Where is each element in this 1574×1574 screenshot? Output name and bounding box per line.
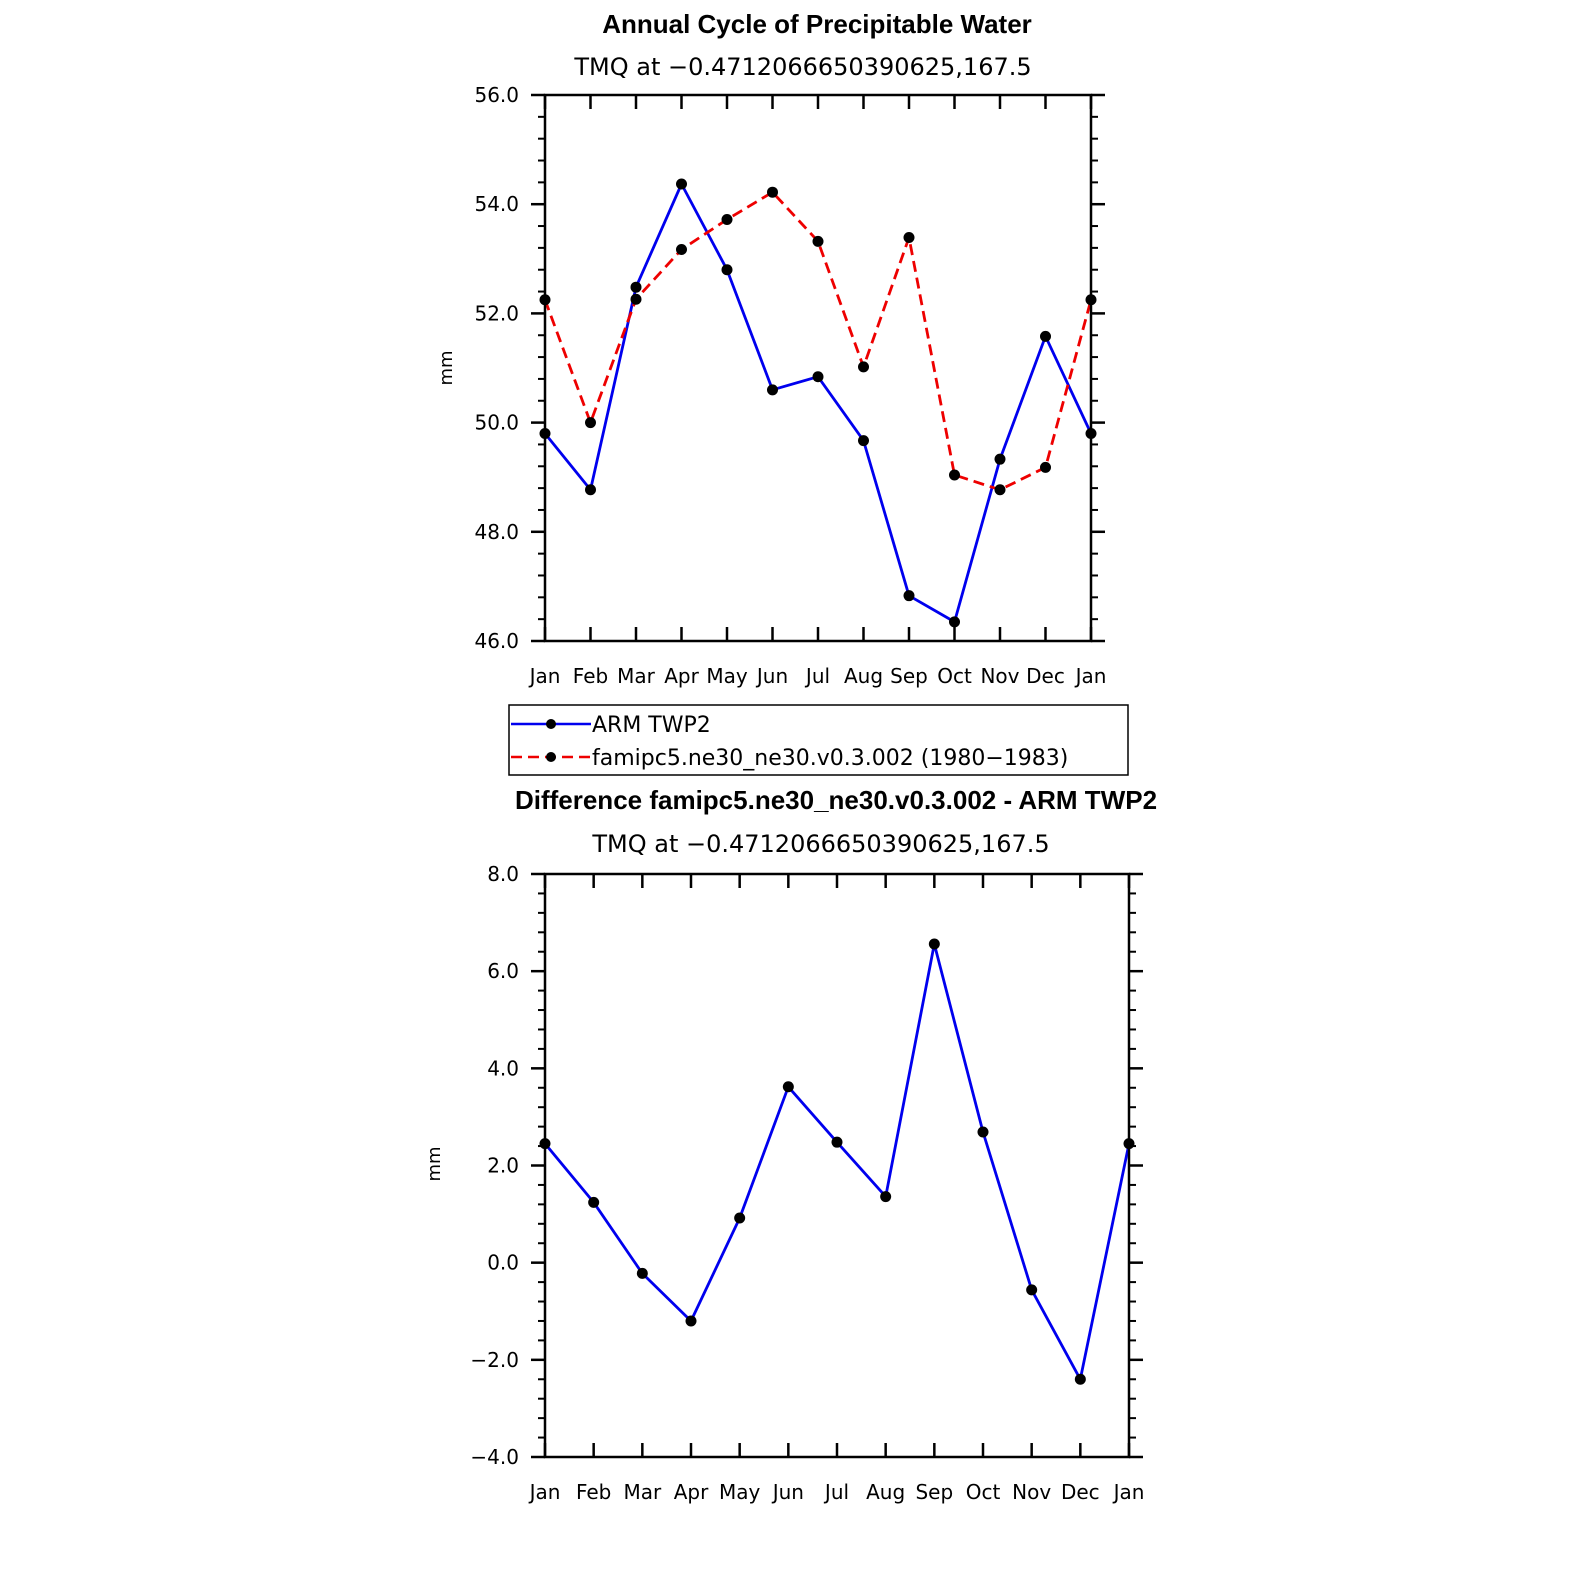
x-tick-label-8: Sep xyxy=(890,664,928,688)
legend-label-famipc5: famipc5.ne30_ne30.v0.3.002 (1980−1983) xyxy=(592,746,1068,771)
data-point-s0-11 xyxy=(1040,330,1051,342)
data-point-s0-5 xyxy=(782,1081,794,1093)
panel-1-subtitle: TMQ at −0.4712066650390625,167.5 xyxy=(573,53,1031,81)
x-tick-label-1: Feb xyxy=(573,664,608,688)
y-tick-label-0: −4.0 xyxy=(470,1445,519,1469)
x-tick-label-1: Feb xyxy=(576,1480,611,1504)
x-tick-label-5: Jun xyxy=(755,664,788,688)
data-point-s0-8 xyxy=(928,938,940,950)
panel-2-subtitle: TMQ at −0.4712066650390625,167.5 xyxy=(591,830,1049,858)
data-point-s0-10 xyxy=(994,453,1006,465)
data-point-s1-3 xyxy=(676,244,687,256)
x-tick-label-12: Jan xyxy=(1112,1480,1145,1504)
data-point-s0-7 xyxy=(880,1191,892,1203)
y-tick-label-3: 2.0 xyxy=(487,1154,519,1178)
data-point-s0-3 xyxy=(676,178,687,190)
data-point-s1-11 xyxy=(1040,461,1051,473)
x-tick-label-10: Nov xyxy=(1012,1480,1051,1504)
y-tick-label-5: 56.0 xyxy=(474,83,519,107)
panel-1-title: Annual Cycle of Precipitable Water xyxy=(602,9,1032,39)
data-point-s0-5 xyxy=(767,384,778,396)
panel-1-y-axis-label: mm xyxy=(436,350,457,385)
panel-2-title: Difference famipc5.ne30_ne30.v0.3.002 - … xyxy=(515,785,1157,815)
legend-entry-famipc5: famipc5.ne30_ne30.v0.3.002 (1980−1983) xyxy=(511,746,1068,771)
data-point-s0-8 xyxy=(903,590,915,602)
panel-2-plot-frame xyxy=(543,872,1131,1459)
x-tick-label-7: Aug xyxy=(866,1480,905,1504)
y-tick-label-4: 4.0 xyxy=(487,1056,519,1080)
data-point-s0-1 xyxy=(585,484,596,496)
data-point-s0-6 xyxy=(812,371,824,383)
x-tick-label-2: Mar xyxy=(617,664,656,688)
x-tick-label-8: Sep xyxy=(915,1480,953,1504)
x-tick-label-0: Jan xyxy=(528,664,561,688)
data-point-s1-9 xyxy=(949,469,960,481)
data-point-s0-10 xyxy=(1026,1284,1038,1296)
y-tick-label-2: 0.0 xyxy=(487,1251,519,1275)
y-tick-label-2: 50.0 xyxy=(474,411,519,435)
data-point-s1-2 xyxy=(630,293,642,305)
panel-annual-cycle: Annual Cycle of Precipitable Water TMQ a… xyxy=(436,9,1106,688)
x-tick-label-11: Dec xyxy=(1026,664,1065,688)
data-point-s0-2 xyxy=(630,281,642,293)
x-tick-label-11: Dec xyxy=(1061,1480,1100,1504)
y-tick-label-3: 52.0 xyxy=(474,301,519,325)
panel-1-plot-frame xyxy=(543,93,1093,643)
x-tick-label-6: Jul xyxy=(823,1480,849,1504)
data-point-s0-4 xyxy=(721,264,733,276)
y-tick-label-4: 54.0 xyxy=(474,192,519,216)
data-point-s1-5 xyxy=(767,186,778,198)
x-tick-label-5: Jun xyxy=(771,1480,804,1504)
panel-1-series xyxy=(539,178,1097,628)
panel-2-y-axis-label: mm xyxy=(424,1146,445,1181)
y-tick-label-1: −2.0 xyxy=(470,1348,519,1372)
data-point-s1-10 xyxy=(994,484,1006,496)
legend-marker-arm-twp2 xyxy=(546,719,556,729)
y-tick-label-1: 48.0 xyxy=(474,520,519,544)
data-point-s0-9 xyxy=(977,1126,989,1138)
legend-marker-famipc5 xyxy=(546,752,556,762)
x-tick-label-12: Jan xyxy=(1074,664,1107,688)
data-point-s1-7 xyxy=(858,361,869,373)
data-point-s1-8 xyxy=(903,232,915,244)
legend-box xyxy=(508,704,1129,776)
panel-1-ticks: Jan Feb Mar Apr May Jun Jul Aug Sep Oct Nov Dec Jan 4… xyxy=(474,83,1106,688)
x-tick-label-10: Nov xyxy=(980,664,1019,688)
x-tick-label-2: Mar xyxy=(623,1480,662,1504)
panel-difference: Difference famipc5.ne30_ne30.v0.3.002 - … xyxy=(424,785,1157,1504)
legend-label-arm-twp2: ARM TWP2 xyxy=(592,713,711,738)
legend: ARM TWP2 famipc5.ne30_ne30.v0.3.002 (198… xyxy=(508,704,1129,776)
legend-entry-arm-twp2: ARM TWP2 xyxy=(511,713,711,738)
x-tick-label-6: Jul xyxy=(804,664,830,688)
y-tick-label-5: 6.0 xyxy=(487,959,519,983)
x-tick-label-0: Jan xyxy=(528,1480,561,1504)
y-tick-label-6: 8.0 xyxy=(487,862,519,886)
data-point-s1-1 xyxy=(585,417,596,429)
series-line-0 xyxy=(543,182,1093,624)
data-point-s0-11 xyxy=(1074,1373,1086,1385)
data-point-s0-4 xyxy=(734,1212,746,1224)
data-point-s0-6 xyxy=(831,1136,843,1148)
data-point-s1-6 xyxy=(812,235,824,247)
data-point-s0-9 xyxy=(949,616,960,628)
x-tick-label-7: Aug xyxy=(844,664,883,688)
y-tick-label-0: 46.0 xyxy=(474,629,519,653)
x-tick-label-9: Oct xyxy=(937,664,972,688)
x-tick-label-3: Apr xyxy=(664,664,699,688)
data-point-s0-1 xyxy=(588,1196,600,1208)
data-point-s0-3 xyxy=(685,1315,697,1327)
data-point-s0-2 xyxy=(636,1267,648,1279)
panel-2-series xyxy=(539,938,1135,1385)
data-point-s1-4 xyxy=(721,213,733,225)
data-point-s0-7 xyxy=(858,435,869,447)
panel-2-ticks: Jan Feb Mar Apr May Jun Jul Aug Sep Oct Nov Dec Jan−… xyxy=(470,862,1144,1504)
x-tick-label-4: May xyxy=(719,1480,761,1504)
x-tick-label-4: May xyxy=(706,664,748,688)
x-tick-label-9: Oct xyxy=(966,1480,1001,1504)
x-tick-label-3: Apr xyxy=(674,1480,709,1504)
series-line-0 xyxy=(543,942,1131,1381)
